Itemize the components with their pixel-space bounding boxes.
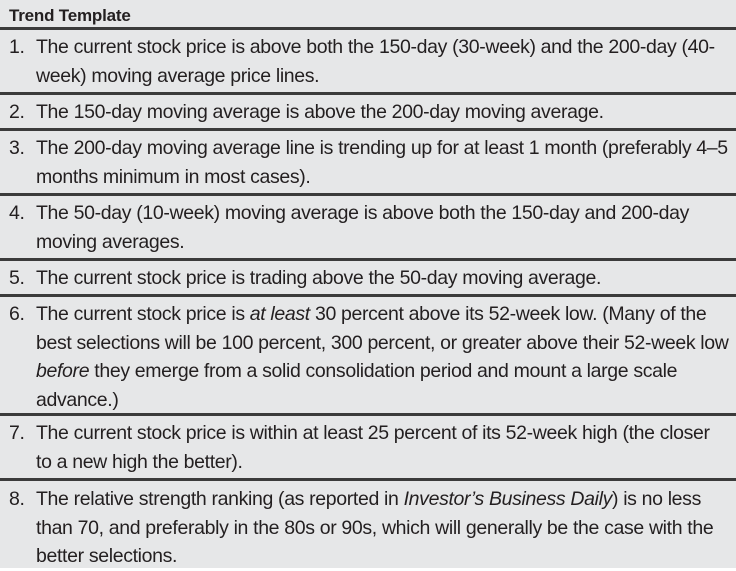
- criterion-row-2: 2. The 150-day moving average is above t…: [0, 95, 736, 131]
- criterion-text: The relative strength ranking (as report…: [36, 485, 736, 571]
- criterion-text-segment: 30 percent above its 52-week low. (Many …: [36, 303, 729, 354]
- criterion-text-segment: The 150-day moving average is above the …: [36, 101, 604, 123]
- criterion-text-segment: The relative strength ranking (as report…: [36, 488, 404, 510]
- criterion-row-8: 8. The relative strength ranking (as rep…: [0, 481, 736, 568]
- criterion-row-1: 1. The current stock price is above both…: [0, 30, 736, 95]
- criterion-text: The current stock price is trading above…: [36, 264, 736, 293]
- criterion-text-italic: Investor’s Business Daily: [403, 488, 613, 510]
- criterion-row-6: 6. The current stock price is at least 3…: [0, 297, 736, 416]
- criterion-number: 5.: [9, 267, 25, 289]
- criterion-text-segment: The current stock price is within at lea…: [36, 422, 710, 473]
- criterion-number: 3.: [9, 137, 25, 159]
- criterion-text-segment: The 200-day moving average line is trend…: [36, 137, 728, 188]
- criterion-text-segment: The current stock price is trading above…: [36, 267, 602, 289]
- criterion-text-italic: before: [36, 360, 90, 382]
- criterion-row-5: 5. The current stock price is trading ab…: [0, 261, 736, 297]
- criterion-text-segment: they emerge from a solid consolidation p…: [36, 360, 678, 411]
- criterion-text-italic: at least: [249, 303, 310, 325]
- criterion-text: The current stock price is at least 30 p…: [36, 300, 736, 414]
- criterion-text-segment: ) is no less than 70, and preferably in …: [36, 488, 714, 567]
- criterion-number: 8.: [9, 488, 25, 510]
- criterion-number: 7.: [9, 422, 25, 444]
- criterion-text: The 50-day (10-week) moving average is a…: [36, 199, 736, 256]
- criterion-text: The current stock price is above both th…: [36, 33, 736, 90]
- criterion-text-segment: The current stock price is: [36, 303, 250, 325]
- criterion-text: The 200-day moving average line is trend…: [36, 134, 736, 191]
- criterion-number: 4.: [9, 202, 25, 224]
- criterion-text: The 150-day moving average is above the …: [36, 98, 736, 127]
- criterion-text-segment: The 50-day (10-week) moving average is a…: [36, 202, 690, 253]
- criterion-number: 2.: [9, 101, 25, 123]
- criterion-number: 6.: [9, 303, 25, 325]
- table-title: Trend Template: [0, 0, 736, 30]
- criterion-row-7: 7. The current stock price is within at …: [0, 416, 736, 481]
- criterion-row-3: 3. The 200-day moving average line is tr…: [0, 131, 736, 196]
- criterion-row-4: 4. The 50-day (10-week) moving average i…: [0, 196, 736, 261]
- criterion-number: 1.: [9, 36, 25, 58]
- criterion-text-segment: The current stock price is above both th…: [36, 36, 715, 87]
- criterion-text: The current stock price is within at lea…: [36, 419, 736, 476]
